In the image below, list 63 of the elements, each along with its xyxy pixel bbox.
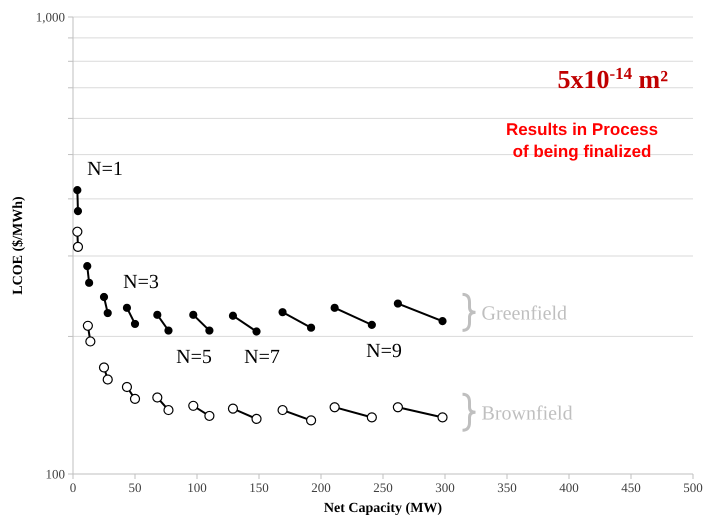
point: [189, 310, 198, 319]
point: [74, 207, 82, 216]
x-tick-label: 50: [128, 480, 142, 495]
point: [130, 394, 140, 404]
x-tick-label: 350: [497, 480, 517, 495]
point: [368, 320, 376, 329]
point: [98, 362, 110, 373]
point: [204, 410, 214, 422]
annotation: N=9: [366, 340, 402, 362]
point: [83, 262, 92, 270]
annotation: N=7: [244, 346, 280, 368]
point: [164, 326, 173, 335]
series-label: Greenfield: [482, 302, 568, 324]
point: [73, 186, 82, 194]
point: [438, 317, 447, 326]
y-axis-title: LCOE ($/MWh): [11, 196, 26, 295]
x-tick-label: 400: [559, 480, 579, 495]
point: [251, 414, 262, 424]
point: [394, 299, 402, 308]
point: [228, 312, 238, 320]
point: [306, 415, 316, 426]
point: [122, 304, 132, 312]
point: [85, 336, 96, 347]
point: [306, 324, 316, 332]
point: [72, 242, 84, 252]
x-tick-label: 100: [187, 480, 207, 495]
x-tick-label: 150: [249, 480, 269, 495]
point: [130, 320, 140, 328]
annotation: Results in Process of being finalized: [506, 120, 658, 161]
point: [330, 304, 339, 312]
annotation: N=1: [87, 158, 123, 180]
point: [102, 374, 113, 385]
point: [228, 404, 238, 414]
point: [82, 320, 93, 331]
point: [104, 308, 112, 318]
annotation: N=5: [176, 346, 212, 368]
point: [437, 412, 448, 422]
point: [188, 400, 198, 411]
x-tick-label: 300: [435, 480, 455, 495]
point: [85, 278, 94, 287]
point: [100, 292, 108, 302]
point: [252, 327, 261, 336]
x-tick-label: 200: [311, 480, 331, 495]
annotation: N=3: [123, 271, 159, 293]
point: [122, 382, 132, 392]
point: [72, 226, 82, 237]
y-tick-label: 1,000: [36, 10, 65, 25]
x-axis-title: Net Capacity (MW): [324, 501, 442, 516]
x-tick-label: 450: [621, 480, 641, 495]
point: [153, 310, 162, 319]
x-tick-label: 250: [373, 480, 393, 495]
point: [277, 404, 288, 416]
x-tick-label: 0: [70, 480, 76, 495]
point: [330, 402, 340, 412]
point: [163, 404, 174, 416]
point: [152, 392, 162, 403]
series-label: Brownfield: [482, 402, 573, 424]
point: [278, 308, 287, 316]
point: [205, 326, 214, 335]
x-tick-label: 500: [683, 480, 703, 495]
text: 5x10$^{-14}$ m²: [558, 64, 668, 94]
point: [392, 402, 403, 412]
point: [366, 412, 377, 422]
